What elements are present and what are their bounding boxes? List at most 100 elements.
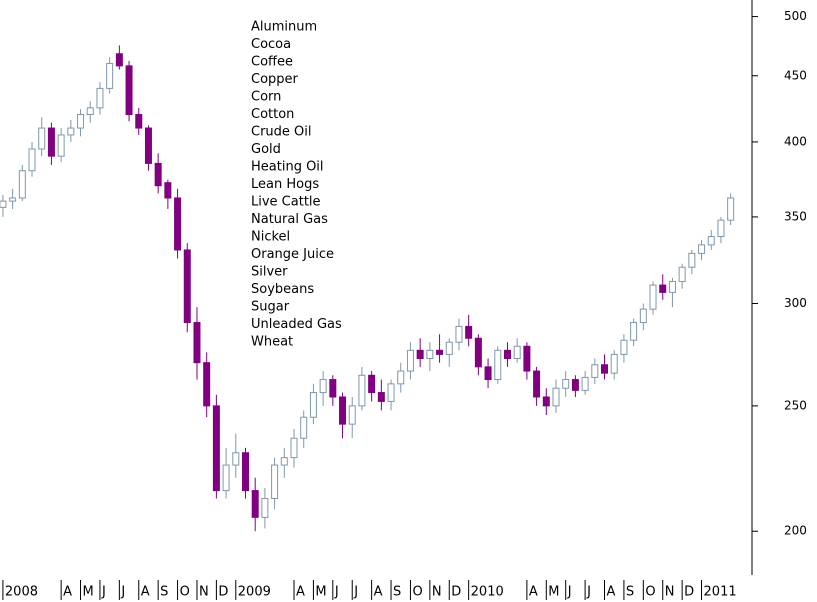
x-tick-label: A [296, 585, 305, 600]
candle-body [416, 349, 424, 360]
x-tick-label: A [374, 585, 383, 600]
candle-body [591, 364, 599, 378]
candle-body [707, 236, 715, 246]
x-tick-label: S [160, 585, 168, 600]
candle-body [727, 197, 735, 221]
candle-body [38, 127, 46, 150]
candle-body [358, 374, 366, 407]
legend-item: Gold [251, 142, 281, 157]
candle-body [0, 200, 7, 208]
legend-item: Copper [251, 72, 299, 87]
legend-item: Aluminum [251, 20, 317, 35]
legend-item: Cocoa [251, 37, 291, 52]
candle-body [348, 405, 356, 425]
candle-body [106, 62, 114, 89]
candle-body [154, 162, 162, 187]
candle-body [678, 266, 686, 282]
candle-body [18, 170, 26, 199]
x-tick-label: J [101, 585, 106, 600]
candle-body [503, 349, 511, 360]
candle-body [571, 379, 579, 391]
legend-item: Orange Juice [251, 247, 334, 262]
candle-body [562, 379, 570, 389]
candle-body [174, 197, 182, 251]
x-tick-label: O [412, 585, 422, 600]
candle-body [57, 134, 65, 157]
candle-body [339, 396, 347, 425]
candle-body [212, 405, 220, 492]
candle-body [494, 349, 502, 381]
legend-item: Sugar [251, 300, 290, 315]
candle-body [542, 396, 550, 407]
candle-body [377, 392, 385, 402]
x-tick-label: A [141, 585, 150, 600]
x-tick-label: O [645, 585, 655, 600]
x-tick-label: 2010 [471, 585, 504, 600]
x-tick-label: N [432, 585, 442, 600]
candle-body [183, 249, 191, 324]
y-tick-label: 400 [784, 134, 807, 148]
candle-body [406, 349, 414, 372]
candle-body [668, 280, 676, 293]
y-tick-label: 450 [784, 68, 807, 82]
candle-body [601, 364, 609, 374]
x-tick-label: J [334, 585, 339, 600]
candle-body [261, 497, 269, 518]
candle-body [164, 182, 172, 199]
candle-body [533, 370, 541, 398]
legend-item: Live Cattle [251, 195, 321, 210]
x-tick-label: D [684, 585, 694, 600]
candle-body [271, 464, 279, 499]
candle-body [300, 416, 308, 439]
x-tick-label: D [218, 585, 228, 600]
x-tick-label: J [120, 585, 125, 600]
legend-item: Soybeans [251, 282, 314, 297]
candle-body [232, 452, 240, 466]
x-tick-label: 2008 [5, 585, 38, 600]
candle-body [445, 341, 453, 355]
y-tick-label: 250 [784, 398, 807, 412]
candle-body [513, 345, 521, 360]
candle-body [523, 345, 531, 372]
candle-body [387, 383, 395, 402]
x-tick-label: S [393, 585, 401, 600]
candle-body [465, 325, 473, 339]
candle-body [610, 353, 618, 374]
candle-body [86, 107, 94, 116]
legend-item: Natural Gas [251, 212, 328, 227]
candle-body [659, 284, 667, 293]
candle-body [581, 376, 589, 391]
candle-body [426, 349, 434, 360]
legend-item: Silver [251, 265, 288, 280]
candle-body [125, 65, 133, 116]
x-tick-label: N [199, 585, 209, 600]
candle-body [436, 349, 444, 355]
candle-body [290, 437, 298, 459]
x-tick-label: A [63, 585, 72, 600]
candle-body [639, 308, 647, 324]
legend-item: Corn [251, 90, 281, 105]
y-tick-label: 200 [784, 524, 807, 538]
candle-body [368, 374, 376, 394]
x-tick-label: A [607, 585, 616, 600]
candle-body [484, 366, 492, 381]
candle-body [649, 284, 657, 310]
candle-body [688, 252, 696, 268]
x-tick-label: 2009 [238, 585, 271, 600]
y-tick-label: 500 [784, 9, 807, 23]
legend-item: Lean Hogs [251, 177, 319, 192]
candle-body [9, 197, 17, 202]
x-tick-label: M [315, 585, 326, 600]
candle-body [47, 127, 55, 157]
y-tick-label: 350 [784, 209, 807, 223]
candle-body [474, 337, 482, 368]
candle-body [630, 322, 638, 341]
x-tick-label: N [665, 585, 675, 600]
x-tick-label: A [529, 585, 538, 600]
candle-body [319, 379, 327, 394]
candle-body [222, 464, 230, 492]
x-tick-label: M [548, 585, 559, 600]
candle-body [28, 148, 36, 172]
candle-body [96, 87, 104, 109]
